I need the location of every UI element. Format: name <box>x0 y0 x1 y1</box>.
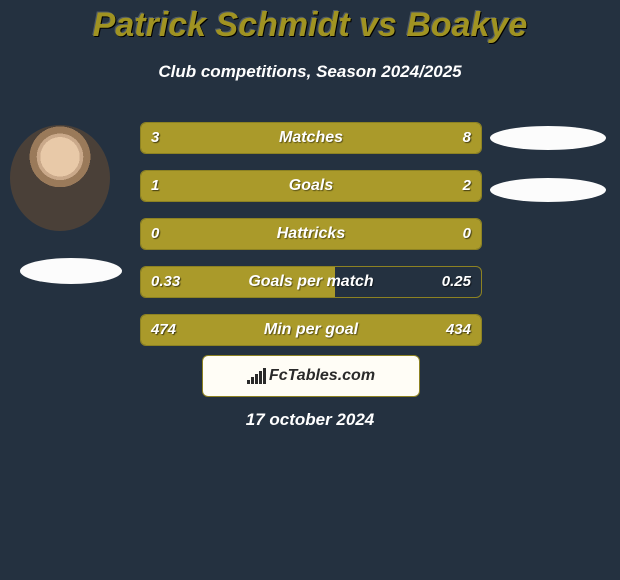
stat-label: Min per goal <box>141 315 481 345</box>
stat-row: 00Hattricks <box>140 218 482 250</box>
player-right-name-placeholder <box>490 178 606 202</box>
player-right-avatar-placeholder <box>490 126 606 150</box>
date-text: 17 october 2024 <box>0 410 620 430</box>
stat-rows: 38Matches 12Goals 00Hattricks 0.330.25Goals… <box>140 122 480 362</box>
player-left-avatar <box>10 125 110 231</box>
subtitle: Club competitions, Season 2024/2025 <box>0 62 620 82</box>
stat-row: 474434Min per goal <box>140 314 482 346</box>
stat-label: Goals <box>141 171 481 201</box>
stat-row: 0.330.25Goals per match <box>140 266 482 298</box>
comparison-infographic: Patrick Schmidt vs Boakye Club competiti… <box>0 0 620 580</box>
branding-box: FcTables.com <box>202 355 420 397</box>
stat-label: Hattricks <box>141 219 481 249</box>
stat-row: 38Matches <box>140 122 482 154</box>
stat-label: Goals per match <box>141 267 481 297</box>
player-left-name-placeholder <box>20 258 122 284</box>
branding-bars-icon <box>247 368 265 384</box>
branding-text: FcTables.com <box>269 367 375 385</box>
stat-row: 12Goals <box>140 170 482 202</box>
stat-label: Matches <box>141 123 481 153</box>
page-title: Patrick Schmidt vs Boakye <box>0 6 620 45</box>
